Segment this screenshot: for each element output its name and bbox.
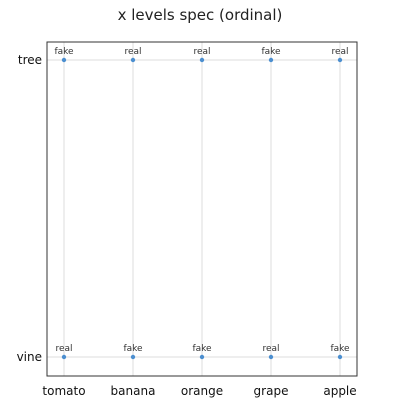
- tick-layer: tomato banana orange grape apple vine tree: [17, 53, 357, 398]
- point-label-tomato-tree: fake: [54, 47, 74, 57]
- plot-frame: [46, 41, 358, 377]
- point-label-banana-vine: fake: [123, 344, 143, 354]
- x-tick-label-grape: grape: [254, 384, 289, 398]
- point-grape-tree: [268, 57, 274, 63]
- point-orange-vine: [199, 354, 205, 360]
- point-tomato-tree: [61, 57, 67, 63]
- x-tick-label-apple: apple: [323, 384, 356, 398]
- point-tomato-vine: [61, 354, 67, 360]
- point-apple-vine: [337, 354, 343, 360]
- point-label-banana-tree: real: [124, 47, 141, 57]
- y-tick-label-vine: vine: [17, 350, 42, 364]
- point-banana-tree: [130, 57, 136, 63]
- point-label-orange-tree: real: [193, 47, 210, 57]
- x-tick-label-banana: banana: [111, 384, 156, 398]
- point-layer: fake real real fake real real fake fake real fake: [54, 47, 350, 360]
- x-tick-label-orange: orange: [181, 384, 223, 398]
- point-label-grape-vine: real: [262, 344, 279, 354]
- grid-layer: [47, 42, 357, 376]
- point-grape-vine: [268, 354, 274, 360]
- point-orange-tree: [199, 57, 205, 63]
- point-apple-tree: [337, 57, 343, 63]
- point-label-grape-tree: fake: [261, 47, 281, 57]
- point-banana-vine: [130, 354, 136, 360]
- chart-title: x levels spec (ordinal): [117, 6, 283, 24]
- x-tick-label-tomato: tomato: [42, 384, 85, 398]
- point-label-tomato-vine: real: [55, 344, 72, 354]
- point-label-orange-vine: fake: [192, 344, 212, 354]
- y-tick-label-tree: tree: [18, 53, 42, 67]
- point-label-apple-vine: fake: [330, 344, 350, 354]
- point-label-apple-tree: real: [331, 47, 348, 57]
